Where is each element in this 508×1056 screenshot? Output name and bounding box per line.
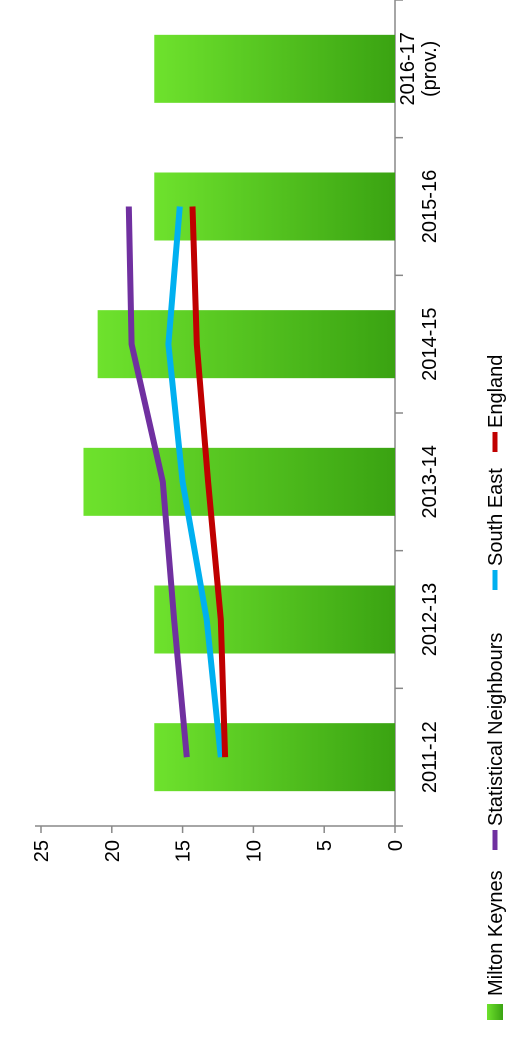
bars <box>83 34 395 792</box>
legend-label-statistical-neighbours: Statistical Neighbours <box>485 633 507 826</box>
value-tick-label: 10 <box>243 840 265 862</box>
bar-milton-keynes <box>154 723 395 792</box>
value-tick-label: 15 <box>173 840 195 862</box>
category-tick-label: 2016-17 <box>397 32 419 105</box>
bar-milton-keynes <box>154 585 395 654</box>
legend-label-milton-keynes: Milton Keynes <box>485 870 507 996</box>
bar-milton-keynes <box>154 34 395 103</box>
value-tick-label: 20 <box>102 840 124 862</box>
category-tick-label: 2015-16 <box>419 170 441 243</box>
value-tick-label: 0 <box>385 840 407 851</box>
category-tick-label: (prov.) <box>419 41 441 97</box>
category-tick-label: 2012-13 <box>419 583 441 656</box>
category-tick-label: 2014-15 <box>419 307 441 380</box>
category-tick-label: 2013-14 <box>419 445 441 518</box>
value-tick-label: 5 <box>314 840 336 851</box>
bar-milton-keynes <box>83 447 395 516</box>
axes <box>35 0 403 833</box>
line-england <box>189 206 229 758</box>
bar-milton-keynes <box>97 310 395 379</box>
legend: Milton Keynes Statistical Neighbours South… <box>485 355 507 1020</box>
value-tick-label: 25 <box>31 840 53 862</box>
line-statistical-neighbours <box>125 206 190 758</box>
legend-label-south-east: South East <box>485 468 507 566</box>
category-tick-label: 2011-12 <box>419 721 441 793</box>
line-south-east <box>165 206 224 758</box>
legend-label-england: England <box>485 355 507 428</box>
series-lines <box>125 206 229 758</box>
legend-swatch-milton-keynes <box>487 1004 503 1020</box>
tick-labels: 0 5 10 15 20 25 2011-12 2012-13 2013-14 2014-15 20… <box>31 32 441 862</box>
